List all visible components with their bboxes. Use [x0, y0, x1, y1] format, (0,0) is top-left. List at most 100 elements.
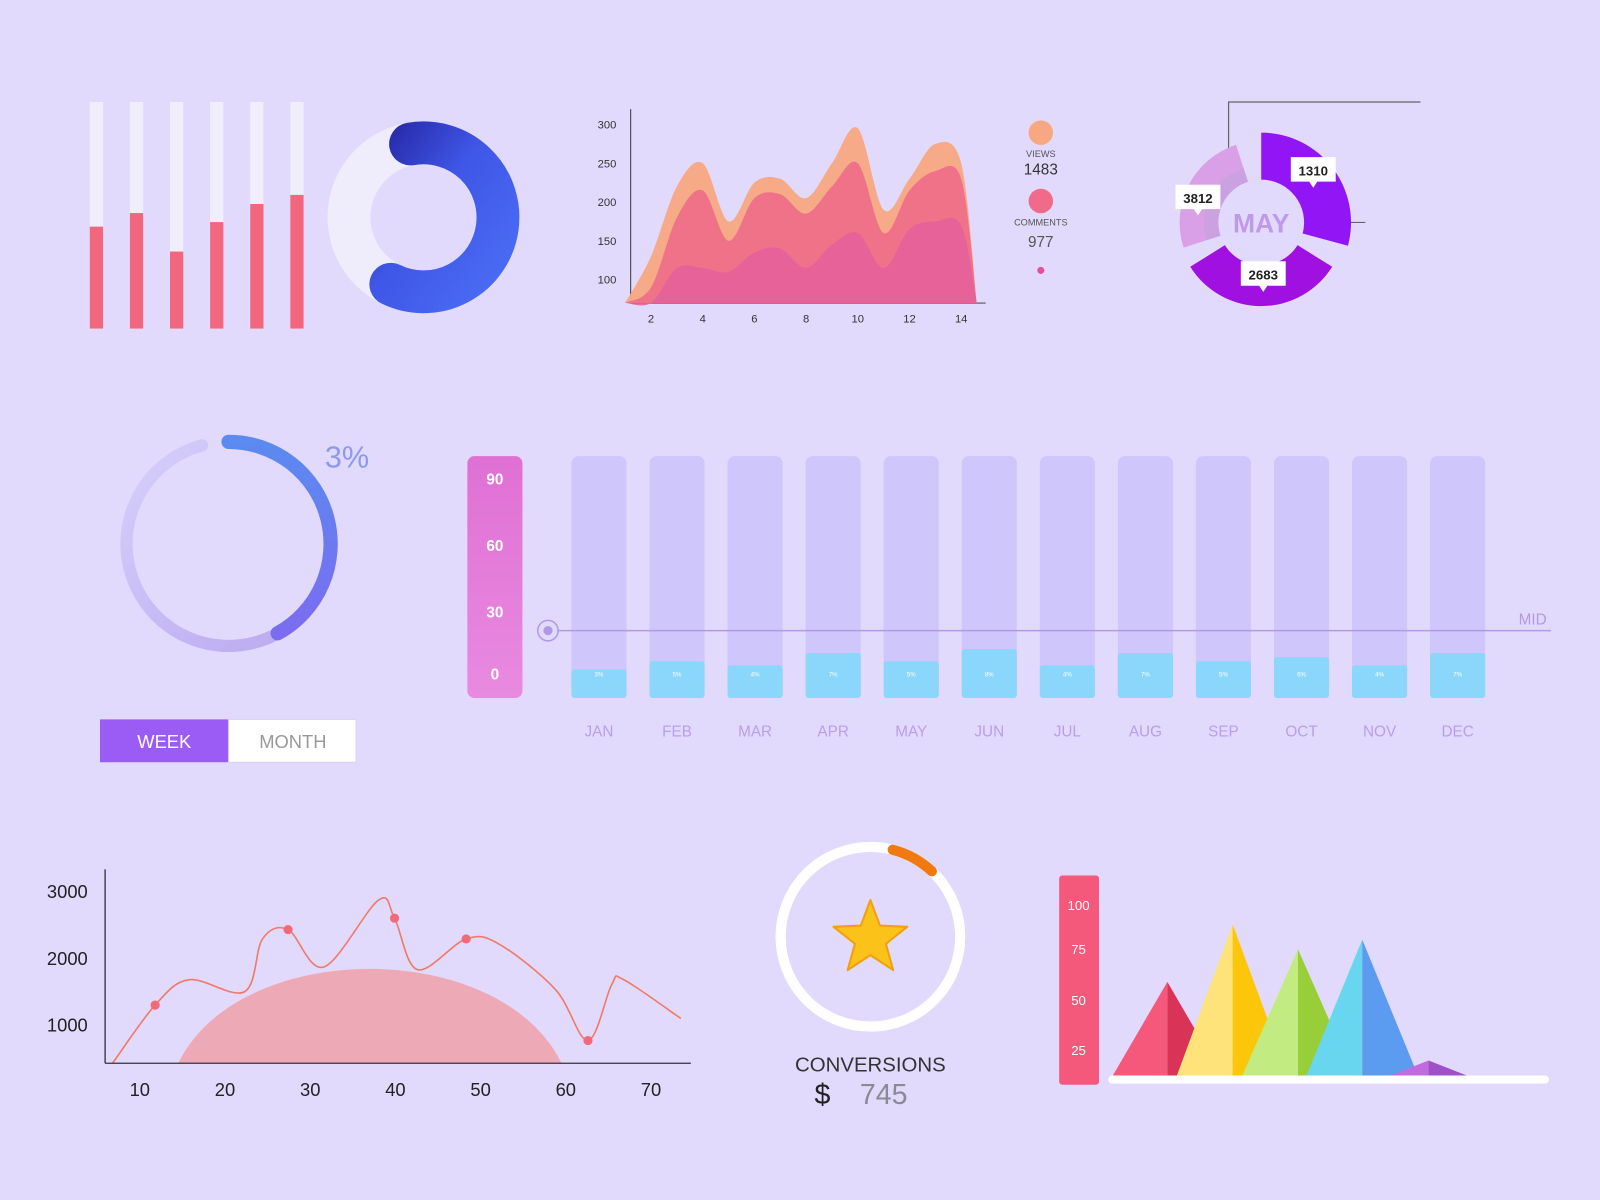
month-bar-fill — [805, 653, 861, 698]
bar-fill — [129, 213, 144, 329]
month-bar-track — [571, 456, 627, 698]
month-bar-fill — [883, 661, 939, 698]
y-tick-label: 1000 — [47, 1015, 88, 1036]
mid-label: MID — [1519, 611, 1547, 628]
data-point-marker — [283, 924, 293, 935]
conversions-currency: $ — [815, 1079, 831, 1111]
month-bar-value-label: 7% — [1141, 672, 1150, 679]
month-bar-fill — [961, 648, 1017, 698]
views-comments-area-chart: 2 4 6 8 10 12 14 100 150 200 250 300 VIEWS 1483 COM… — [598, 109, 1068, 325]
y-tick-label: 100 — [1068, 898, 1090, 913]
month-bar-fill — [1195, 661, 1252, 698]
month-bar-fill — [727, 665, 783, 698]
data-point-marker — [150, 1000, 160, 1010]
month-label: NOV — [1363, 724, 1397, 741]
month-bar-track — [1273, 456, 1330, 698]
month-bar-value-label: 5% — [1219, 672, 1228, 679]
legend-comments-dot — [1028, 188, 1054, 214]
x-tick-label: 4 — [700, 313, 706, 325]
month-bar-fill — [1117, 653, 1173, 698]
x-tick-label: 50 — [470, 1079, 490, 1100]
area-fill — [178, 968, 562, 1064]
area-series-3 — [625, 217, 977, 306]
y-tick-label: 30 — [486, 604, 503, 621]
x-tick-label: 6 — [751, 313, 757, 325]
month-bar-track — [883, 456, 939, 698]
pyramid-right-face — [1428, 1060, 1470, 1077]
month-bar-value-label: 7% — [829, 672, 838, 679]
y-tick-label: 100 — [598, 275, 617, 287]
bar-fill — [170, 251, 184, 329]
pyramid-chart: 100 75 50 25 — [1059, 875, 1549, 1085]
month-bar-track — [1430, 456, 1486, 698]
month-bar-track — [1195, 456, 1252, 698]
legend-views-dot — [1028, 120, 1054, 145]
x-tick-label: 14 — [955, 313, 967, 325]
y-tick-label: 90 — [486, 472, 503, 489]
legend-views-value: 1483 — [1024, 161, 1058, 178]
value-callout-label: 3812 — [1183, 191, 1212, 206]
y-tick-label: 0 — [491, 667, 500, 684]
month-bar-track — [1117, 456, 1173, 698]
bar-fill — [250, 203, 264, 329]
conversions-value: 745 — [860, 1079, 908, 1111]
y-axis-pill — [467, 456, 523, 698]
mid-line-handle-dot — [543, 626, 553, 636]
donut-segment — [1261, 132, 1352, 246]
month-bar-value-label: 3% — [595, 672, 604, 679]
month-label: FEB — [662, 724, 692, 741]
leader-line — [1227, 101, 1421, 164]
month-bar-fill — [1430, 653, 1486, 698]
month-bar-value-label: 7% — [1453, 672, 1462, 679]
data-point-marker — [583, 1035, 593, 1046]
y-tick-label: 200 — [598, 197, 617, 209]
month-bar-value-label: 4% — [751, 672, 760, 679]
month-bar-value-label: 4% — [1375, 672, 1384, 679]
x-tick-label: 2 — [648, 313, 654, 325]
month-label: SEP — [1208, 724, 1239, 741]
y-tick-label: 50 — [1071, 993, 1086, 1008]
y-axis-pill — [1059, 875, 1099, 1085]
conversions-widget: CONVERSIONS $ 745 — [775, 841, 966, 1111]
value-callout — [1175, 184, 1221, 216]
conversions-ring — [775, 841, 966, 1032]
x-tick-label: 12 — [903, 313, 915, 325]
y-tick-label: 60 — [486, 538, 503, 555]
blue-progress-donut — [327, 121, 520, 314]
month-button[interactable] — [228, 718, 357, 763]
pyramid-baseline — [1108, 1075, 1549, 1084]
month-bar-track — [805, 456, 861, 698]
progress-bars-chart — [89, 102, 304, 329]
x-tick-label: 30 — [300, 1079, 320, 1100]
y-tick-label: 150 — [598, 236, 617, 248]
month-bar-track — [1352, 456, 1408, 698]
monthly-bar-chart: 90 60 30 0 3% JAN 5% FEB 4% MAR 7% APR 5% MAY 8% JUN 4%… — [467, 456, 1552, 741]
value-callout-label: 1310 — [1299, 164, 1328, 179]
data-point-marker — [389, 913, 400, 923]
month-label: JUN — [974, 724, 1004, 741]
mid-line-handle[interactable] — [536, 619, 559, 642]
week-month-toggle: WEEK MONTH — [100, 718, 357, 763]
donut-progress-arc — [369, 121, 520, 314]
ring-progress-arc — [221, 434, 338, 641]
week-button[interactable] — [100, 719, 229, 763]
pyramid-left-face — [1112, 981, 1168, 1077]
legend-comments-label: COMMENTS — [1014, 218, 1068, 228]
month-bar-fill — [571, 669, 627, 698]
donut-segment-inner — [1204, 168, 1248, 241]
y-tick-label: 2000 — [47, 948, 88, 969]
month-label: APR — [817, 724, 848, 741]
month-label: DEC — [1442, 724, 1474, 741]
month-bar-value-label: 6% — [1297, 672, 1306, 679]
pyramid-right-face — [1362, 939, 1419, 1077]
legend-views-label: VIEWS — [1026, 149, 1056, 159]
month-bar-fill — [1039, 665, 1095, 698]
month-bar-value-label: 4% — [1063, 672, 1072, 679]
star-icon — [832, 898, 909, 972]
x-tick-label: 40 — [385, 1079, 405, 1100]
x-tick-label: 70 — [641, 1079, 661, 1100]
value-callout — [1290, 157, 1336, 188]
month-button-label: MONTH — [259, 731, 326, 752]
value-callout — [1240, 261, 1286, 292]
x-tick-label: 60 — [556, 1079, 576, 1100]
